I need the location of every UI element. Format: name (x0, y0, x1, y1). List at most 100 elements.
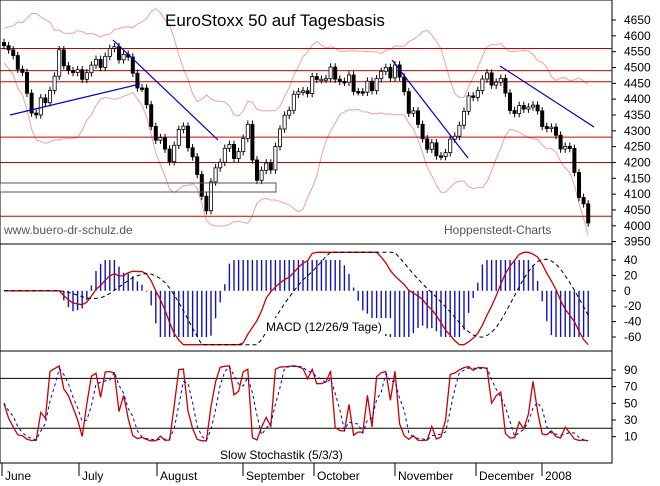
candle-body (452, 135, 457, 140)
candle-body (20, 68, 25, 73)
price-tick-label: 3950 (624, 235, 651, 249)
candle-body (29, 92, 34, 114)
candle-body (287, 109, 292, 116)
candle-body (71, 70, 76, 73)
candle-body (89, 64, 94, 74)
candle-body (227, 144, 232, 149)
candle-body (383, 67, 388, 72)
candle-body (498, 77, 503, 83)
macd-label: MACD (12/26/9 Tage) (266, 320, 382, 334)
month-label: June (5, 469, 31, 483)
candle-body (342, 81, 347, 84)
stoch-panel-frame (0, 350, 613, 464)
candle-body (6, 45, 11, 51)
candle-body (351, 74, 356, 92)
price-tick-label: 4200 (624, 155, 651, 169)
candle-body (333, 66, 338, 80)
candle-body (494, 81, 499, 86)
candle-body (264, 162, 269, 171)
candle-body (144, 87, 149, 106)
candle-body (443, 152, 448, 157)
candle-body (544, 126, 549, 129)
candle-body (38, 97, 43, 116)
stoch-tick-label: 10 (624, 430, 638, 444)
candle-body (549, 126, 554, 130)
candle-body (254, 159, 259, 181)
candle-body (48, 90, 53, 104)
month-label: August (160, 469, 198, 483)
price-tick-label: 4400 (624, 92, 651, 106)
candle-body (80, 69, 85, 80)
candle-body (323, 78, 328, 81)
candle-body (388, 67, 393, 79)
stoch-tick-label: 70 (624, 380, 638, 394)
candle-body (411, 110, 416, 114)
candle-body (365, 80, 370, 93)
candle-body (135, 72, 140, 89)
month-label: July (82, 469, 103, 483)
candle-body (15, 55, 20, 70)
macd-panel (4, 251, 589, 346)
candle-body (420, 123, 425, 140)
candle-body (172, 144, 177, 163)
trendline-2 (391, 59, 469, 159)
candle-body (199, 174, 204, 197)
candle-body (586, 203, 591, 224)
price-tick-label: 4050 (624, 203, 651, 217)
candle-body (153, 126, 158, 141)
month-label: November (398, 469, 453, 483)
candle-body (121, 53, 126, 61)
candle-body (98, 58, 103, 68)
candle-body (213, 167, 218, 183)
chart-title: EuroStoxx 50 auf Tagesbasis (165, 11, 385, 30)
price-tick-label: 4250 (624, 140, 651, 154)
candle-body (61, 49, 66, 67)
candle-body (241, 138, 246, 153)
candle-body (300, 90, 305, 93)
macd-tick-label: -20 (624, 299, 642, 313)
candle-body (162, 137, 167, 150)
candle-body (457, 124, 462, 137)
candle-body (466, 95, 471, 112)
candle-body (471, 95, 476, 98)
candle-body (512, 110, 517, 114)
candle-body (94, 58, 99, 66)
trendline-0 (9, 83, 141, 116)
price-tick-label: 4000 (624, 219, 651, 233)
candle-body (130, 56, 135, 74)
candle-body (75, 69, 80, 73)
candle-body (84, 72, 89, 80)
candle-body (577, 172, 582, 198)
candle-body (231, 144, 236, 159)
candle-body (305, 90, 310, 94)
macd-tick-label: 0 (624, 284, 631, 298)
price-tick-label: 4550 (624, 45, 651, 59)
candle-body (268, 162, 273, 171)
candle-body (507, 92, 512, 111)
lower-band (3, 62, 589, 236)
candle-body (43, 97, 48, 104)
candle-body (314, 76, 319, 80)
candle-body (11, 49, 16, 56)
price-tick-label: 4600 (624, 29, 651, 43)
candle-body (291, 93, 296, 111)
month-label: October (317, 469, 360, 483)
stoch-label: Slow Stochastik (5/3/3) (220, 448, 343, 462)
candle-body (310, 76, 315, 94)
source-left: www.buero-dr-schulz.de (3, 223, 133, 237)
candle-body (282, 114, 287, 130)
candle-body (112, 46, 117, 49)
macd-panel-frame (0, 243, 613, 352)
candle-body (236, 151, 241, 159)
month-label: September (246, 469, 305, 483)
macd-tick-label: 40 (624, 253, 638, 267)
macd-tick-label: 20 (624, 268, 638, 282)
candle-body (181, 125, 186, 130)
candle-body (204, 195, 209, 212)
source-right: Hoppenstedt-Charts (444, 223, 551, 237)
candle-body (259, 169, 264, 181)
candle-body (117, 46, 122, 61)
